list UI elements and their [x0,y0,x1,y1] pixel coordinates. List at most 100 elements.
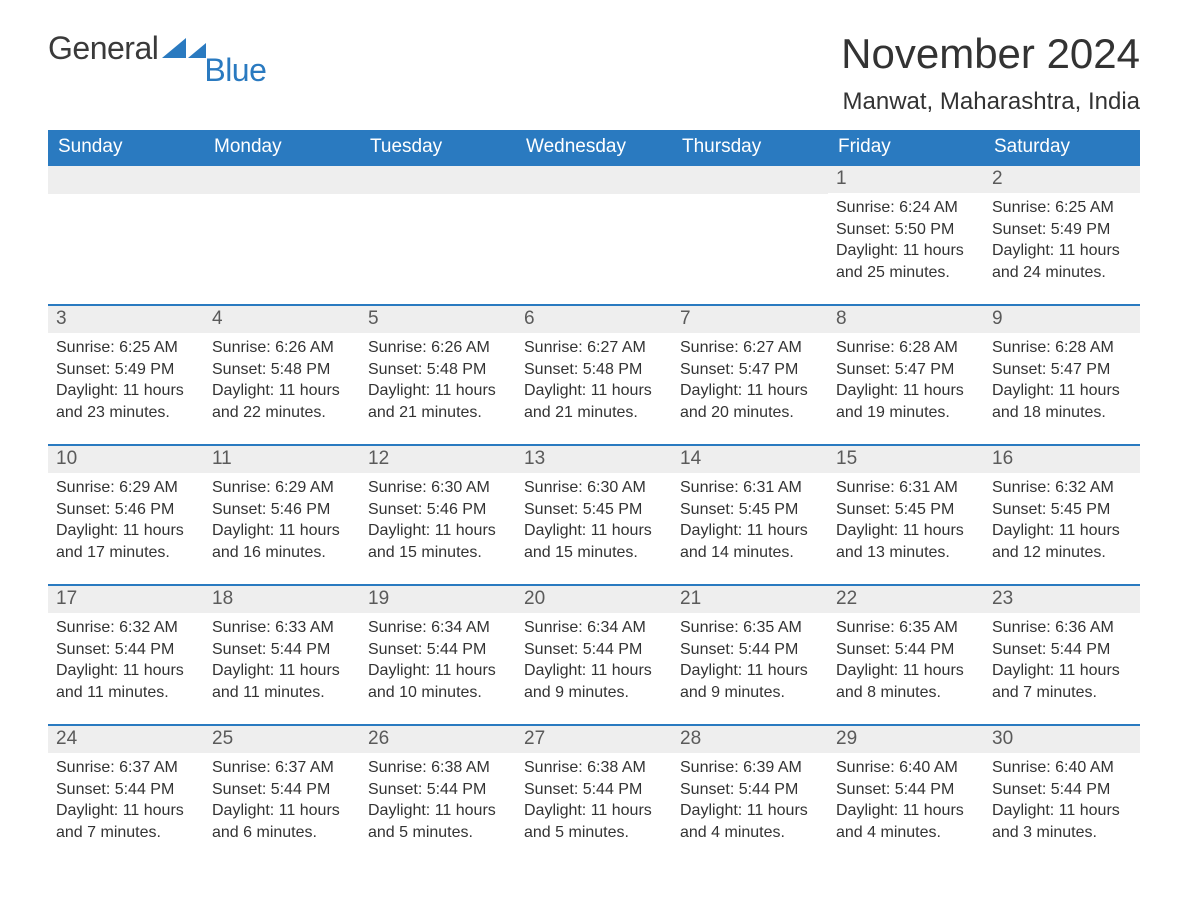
sunrise-line: Sunrise: 6:34 AM [368,617,510,639]
day-details: Sunrise: 6:30 AMSunset: 5:45 PMDaylight:… [516,473,672,567]
day-cell: 1Sunrise: 6:24 AMSunset: 5:50 PMDaylight… [828,166,984,304]
day-number: 20 [516,586,672,613]
sunrise-line: Sunrise: 6:30 AM [368,477,510,499]
day-number: 12 [360,446,516,473]
daylight-line: Daylight: 11 hours and 18 minutes. [992,380,1134,423]
sunset-line: Sunset: 5:46 PM [56,499,198,521]
day-number: 4 [204,306,360,333]
day-cell [516,166,672,304]
sunrise-line: Sunrise: 6:31 AM [680,477,822,499]
day-cell: 29Sunrise: 6:40 AMSunset: 5:44 PMDayligh… [828,726,984,864]
sunset-line: Sunset: 5:49 PM [56,359,198,381]
day-cell [360,166,516,304]
day-details: Sunrise: 6:28 AMSunset: 5:47 PMDaylight:… [828,333,984,427]
day-cell: 11Sunrise: 6:29 AMSunset: 5:46 PMDayligh… [204,446,360,584]
day-cell [48,166,204,304]
sunrise-line: Sunrise: 6:39 AM [680,757,822,779]
sunset-line: Sunset: 5:49 PM [992,219,1134,241]
sunrise-line: Sunrise: 6:37 AM [212,757,354,779]
day-details: Sunrise: 6:34 AMSunset: 5:44 PMDaylight:… [360,613,516,707]
daylight-line: Daylight: 11 hours and 23 minutes. [56,380,198,423]
empty-day-header [204,166,360,194]
day-number: 2 [984,166,1140,193]
daylight-line: Daylight: 11 hours and 7 minutes. [992,660,1134,703]
day-number: 30 [984,726,1140,753]
day-cell: 3Sunrise: 6:25 AMSunset: 5:49 PMDaylight… [48,306,204,444]
day-cell [204,166,360,304]
sunset-line: Sunset: 5:46 PM [212,499,354,521]
logo-triangle-icon [162,36,206,65]
sunrise-line: Sunrise: 6:35 AM [680,617,822,639]
day-cell: 14Sunrise: 6:31 AMSunset: 5:45 PMDayligh… [672,446,828,584]
top-bar: General Blue November 2024 Manwat, Mahar… [48,30,1140,124]
day-cell: 7 Sunrise: 6:27 AMSunset: 5:47 PMDaylight… [672,306,828,444]
weekday-header: Monday [204,130,360,166]
day-details: Sunrise: 6:35 AMSunset: 5:44 PMDaylight:… [672,613,828,707]
sunset-line: Sunset: 5:44 PM [680,779,822,801]
empty-day-header [48,166,204,194]
daylight-line: Daylight: 11 hours and 14 minutes. [680,520,822,563]
day-number: 10 [48,446,204,473]
day-cell: 23Sunrise: 6:36 AMSunset: 5:44 PMDayligh… [984,586,1140,724]
logo-text-general: General [48,30,158,67]
sunset-line: Sunset: 5:44 PM [524,779,666,801]
day-cell: 5Sunrise: 6:26 AMSunset: 5:48 PMDaylight… [360,306,516,444]
empty-day-header [672,166,828,194]
daylight-line: Daylight: 11 hours and 10 minutes. [368,660,510,703]
daylight-line: Daylight: 11 hours and 4 minutes. [836,800,978,843]
day-number: 7 [672,306,828,333]
day-cell: 17Sunrise: 6:32 AMSunset: 5:44 PMDayligh… [48,586,204,724]
sunrise-line: Sunrise: 6:29 AM [56,477,198,499]
sunrise-line: Sunrise: 6:27 AM [524,337,666,359]
day-cell: 9Sunrise: 6:28 AMSunset: 5:47 PMDaylight… [984,306,1140,444]
day-details: Sunrise: 6:26 AMSunset: 5:48 PMDaylight:… [204,333,360,427]
sunset-line: Sunset: 5:47 PM [680,359,822,381]
daylight-line: Daylight: 11 hours and 20 minutes. [680,380,822,423]
day-cell: 27Sunrise: 6:38 AMSunset: 5:44 PMDayligh… [516,726,672,864]
day-cell: 2Sunrise: 6:25 AMSunset: 5:49 PMDaylight… [984,166,1140,304]
day-number: 13 [516,446,672,473]
sunrise-line: Sunrise: 6:32 AM [56,617,198,639]
sunrise-line: Sunrise: 6:28 AM [836,337,978,359]
sunrise-line: Sunrise: 6:27 AM [680,337,822,359]
weekday-header: Tuesday [360,130,516,166]
day-number: 6 [516,306,672,333]
day-cell: 15Sunrise: 6:31 AMSunset: 5:45 PMDayligh… [828,446,984,584]
week-row: 17Sunrise: 6:32 AMSunset: 5:44 PMDayligh… [48,584,1140,724]
day-cell: 20Sunrise: 6:34 AMSunset: 5:44 PMDayligh… [516,586,672,724]
day-number: 28 [672,726,828,753]
day-details: Sunrise: 6:40 AMSunset: 5:44 PMDaylight:… [984,753,1140,847]
day-details: Sunrise: 6:31 AMSunset: 5:45 PMDaylight:… [672,473,828,567]
day-details: Sunrise: 6:26 AMSunset: 5:48 PMDaylight:… [360,333,516,427]
day-details: Sunrise: 6:32 AMSunset: 5:45 PMDaylight:… [984,473,1140,567]
day-cell: 21Sunrise: 6:35 AMSunset: 5:44 PMDayligh… [672,586,828,724]
day-details: Sunrise: 6:37 AMSunset: 5:44 PMDaylight:… [48,753,204,847]
sunset-line: Sunset: 5:48 PM [524,359,666,381]
day-details: Sunrise: 6:36 AMSunset: 5:44 PMDaylight:… [984,613,1140,707]
month-title: November 2024 [841,30,1140,78]
sunrise-line: Sunrise: 6:29 AM [212,477,354,499]
sunrise-line: Sunrise: 6:40 AM [836,757,978,779]
sunrise-line: Sunrise: 6:35 AM [836,617,978,639]
day-number: 18 [204,586,360,613]
sunrise-line: Sunrise: 6:40 AM [992,757,1134,779]
day-number: 21 [672,586,828,613]
daylight-line: Daylight: 11 hours and 21 minutes. [368,380,510,423]
day-details: Sunrise: 6:40 AMSunset: 5:44 PMDaylight:… [828,753,984,847]
sunset-line: Sunset: 5:44 PM [680,639,822,661]
day-details: Sunrise: 6:25 AMSunset: 5:49 PMDaylight:… [984,193,1140,287]
sunrise-line: Sunrise: 6:25 AM [992,197,1134,219]
calendar-body: 1Sunrise: 6:24 AMSunset: 5:50 PMDaylight… [48,166,1140,864]
day-cell: 26Sunrise: 6:38 AMSunset: 5:44 PMDayligh… [360,726,516,864]
daylight-line: Daylight: 11 hours and 16 minutes. [212,520,354,563]
day-details: Sunrise: 6:35 AMSunset: 5:44 PMDaylight:… [828,613,984,707]
sunrise-line: Sunrise: 6:28 AM [992,337,1134,359]
empty-day-header [360,166,516,194]
day-details: Sunrise: 6:33 AMSunset: 5:44 PMDaylight:… [204,613,360,707]
day-details: Sunrise: 6:28 AMSunset: 5:47 PMDaylight:… [984,333,1140,427]
sunset-line: Sunset: 5:45 PM [524,499,666,521]
daylight-line: Daylight: 11 hours and 4 minutes. [680,800,822,843]
sunset-line: Sunset: 5:44 PM [836,639,978,661]
sunset-line: Sunset: 5:47 PM [992,359,1134,381]
logo: General Blue [48,30,268,67]
